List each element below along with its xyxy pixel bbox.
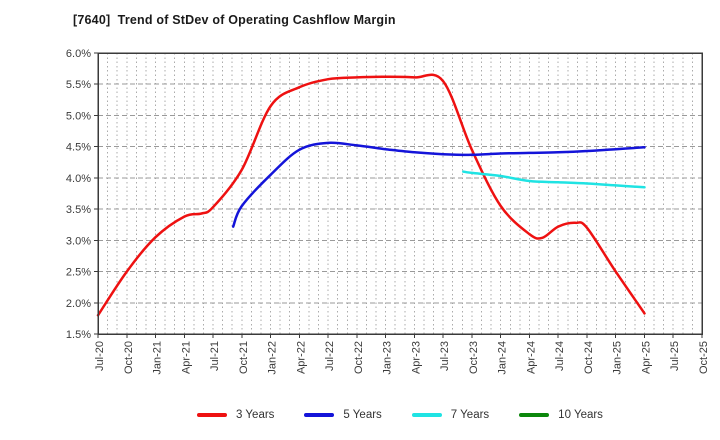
x-tick-label: Oct-22 (353, 341, 365, 374)
x-tick-label: Oct-24 (583, 341, 595, 374)
x-tick-label: Apr-21 (180, 341, 192, 374)
series-line-7-years (462, 170, 646, 189)
y-axis: 1.5% 2.0% 2.5% 3.0% 3.5% 4.0% 4.5% 5.0% 5.5% 6.0% (66, 48, 98, 341)
x-tick-label: Jul-25 (669, 341, 681, 371)
legend-swatch (519, 413, 550, 417)
x-tick-label: Jul-24 (554, 341, 566, 371)
x-tick-label: Oct-25 (698, 341, 710, 374)
x-tick-label: Jan-23 (382, 341, 394, 375)
y-tick-label: 4.5% (66, 142, 91, 154)
x-tick-label: Jan-25 (612, 341, 624, 375)
legend-swatch (304, 413, 335, 417)
y-tick-label: 1.5% (66, 329, 91, 341)
legend-item-3-years: 3 Years (197, 409, 274, 421)
y-tick-label: 2.5% (66, 267, 91, 279)
series-line-3-years (96, 73, 646, 317)
y-tick-label: 6.0% (66, 48, 91, 60)
plot-border (97, 52, 703, 335)
legend-swatch (411, 413, 442, 417)
legend-item-7-years: 7 Years (411, 409, 490, 421)
x-tick-label: Oct-21 (238, 341, 250, 374)
x-tick-label: Apr-24 (525, 341, 537, 374)
x-tick-label: Jul-23 (439, 341, 451, 371)
x-tick-label: Jan-24 (497, 341, 509, 375)
legend-label: 5 Years (343, 409, 382, 421)
legend-label: 10 Years (558, 409, 603, 421)
legend-label: 3 Years (236, 409, 275, 421)
legend-item-5-years: 5 Years (304, 409, 382, 421)
legend-item-10-years: 10 Years (519, 409, 603, 421)
x-tick-label: Apr-22 (295, 341, 307, 374)
y-tick-label: 2.0% (66, 298, 91, 310)
series-lines (96, 73, 646, 317)
y-tick-label: 3.5% (66, 204, 91, 216)
x-tick-label: Apr-25 (640, 341, 652, 374)
x-tick-label: Jul-22 (324, 341, 336, 371)
series-line-5-years (231, 141, 646, 228)
x-tick-label: Jul-20 (94, 341, 106, 371)
legend-swatch (197, 413, 228, 417)
y-tick-label: 4.0% (66, 173, 91, 185)
y-tick-label: 5.5% (66, 79, 91, 91)
x-tick-label: Apr-23 (410, 341, 422, 374)
x-axis: Jul-20 Oct-20 Jan-21 Apr-21 Jul-21 Oct-21 Jan-… (94, 334, 710, 375)
x-tick-label: Oct-23 (468, 341, 480, 374)
grid-vertical (107, 53, 693, 334)
x-tick-label: Jan-22 (267, 341, 279, 375)
x-tick-label: Jan-21 (152, 341, 164, 375)
chart-title: [7640] Trend of StDev of Operating Cashf… (73, 13, 396, 27)
x-tick-label: Oct-20 (123, 341, 135, 374)
grid-horizontal (98, 83, 702, 304)
x-tick-label: Jul-21 (209, 341, 221, 371)
legend: 3 Years 5 Years 7 Years 10 Years (98, 402, 702, 428)
legend-label: 7 Years (450, 409, 490, 421)
y-tick-label: 5.0% (66, 110, 91, 122)
y-tick-label: 3.0% (66, 235, 91, 247)
